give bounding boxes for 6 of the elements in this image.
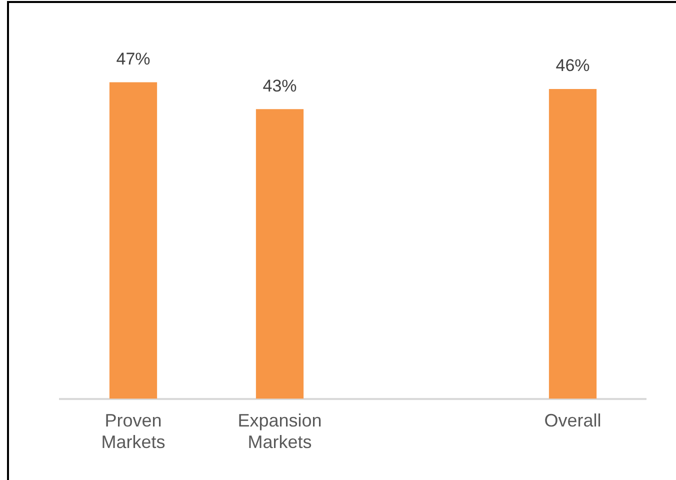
data-label: 46% xyxy=(556,56,590,76)
data-label: 47% xyxy=(116,49,150,68)
x-tick-label: Proven Markets xyxy=(101,410,166,452)
data-label: 43% xyxy=(262,76,297,96)
x-tick-label: Overall xyxy=(544,410,602,431)
x-tick-label: Expansion Markets xyxy=(238,410,322,452)
